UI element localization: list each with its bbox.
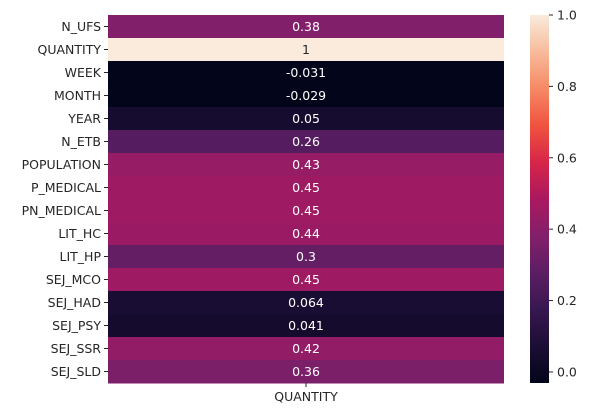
heatmap-cell — [108, 61, 504, 85]
cell-value-label: 0.36 — [292, 364, 320, 379]
cell-value-label: -0.029 — [286, 88, 326, 103]
heatmap-cell — [108, 199, 504, 223]
row-label: SEJ_PSY — [52, 318, 101, 333]
cell-value-label: 0.064 — [288, 295, 324, 310]
cell-value-label: -0.031 — [286, 65, 326, 80]
colorbar: 0.0 0.2 0.4 0.6 0.8 1.0 — [530, 8, 577, 383]
heatmap-cell — [108, 153, 504, 177]
heatmap-cell — [108, 15, 504, 39]
row-label: SEJ_SSR — [51, 341, 102, 356]
colorbar-tick-label: 0.8 — [557, 79, 577, 94]
cell-value-label: 0.45 — [292, 203, 320, 218]
row-label: LIT_HC — [58, 226, 101, 241]
cell-value-label: 0.041 — [288, 318, 324, 333]
row-label: SEJ_MCO — [46, 272, 101, 287]
heatmap-cell — [108, 84, 504, 108]
row-label: QUANTITY — [38, 42, 102, 57]
row-label: N_ETB — [61, 134, 101, 149]
row-label: SEJ_SLD — [51, 364, 101, 379]
heatmap-cell — [108, 268, 504, 292]
row-label: WEEK — [65, 65, 102, 80]
row-label: PN_MEDICAL — [22, 203, 101, 218]
heatmap-cell — [108, 176, 504, 200]
cell-value-label: 0.42 — [292, 341, 320, 356]
colorbar-tick-label: 0.4 — [557, 222, 577, 237]
colorbar-tick-label: 0.0 — [557, 364, 577, 379]
column-label: QUANTITY — [274, 389, 338, 404]
cell-value-label: 0.26 — [292, 134, 320, 149]
cell-value-label: 0.38 — [292, 19, 320, 34]
column-labels: QUANTITY — [274, 383, 338, 404]
row-label: P_MEDICAL — [31, 180, 101, 195]
heatmap-cell — [108, 291, 504, 315]
heatmap-cell — [108, 222, 504, 246]
heatmap-cell — [108, 38, 504, 62]
row-label: LIT_HP — [60, 249, 102, 264]
cell-value-label: 1 — [302, 42, 310, 57]
heatmap-cell — [108, 314, 504, 338]
cell-value-label: 0.3 — [296, 249, 316, 264]
heatmap-cell — [108, 107, 504, 131]
colorbar-tick-label: 1.0 — [557, 8, 577, 23]
row-label: MONTH — [54, 88, 101, 103]
heatmap-cell — [108, 130, 504, 154]
colorbar-tick-label: 0.6 — [557, 150, 577, 165]
colorbar-gradient — [530, 15, 549, 383]
heatmap-cell — [108, 360, 504, 384]
cell-value-label: 0.43 — [292, 157, 320, 172]
heatmap-cell — [108, 245, 504, 269]
cell-value-label: 0.45 — [292, 180, 320, 195]
cell-value-label: 0.44 — [292, 226, 320, 241]
cell-value-label: 0.05 — [292, 111, 320, 126]
cell-value-label: 0.45 — [292, 272, 320, 287]
row-label: YEAR — [67, 111, 101, 126]
row-label: POPULATION — [22, 157, 101, 172]
heatmap-cells: 0.38 1 -0.031 -0.029 0.05 0.26 0.43 0.45 0.45 0.4… — [108, 15, 504, 384]
row-labels: N_UFS QUANTITY WEEK MONTH YEAR N_ETB POPULATIO… — [22, 19, 108, 379]
row-label: SEJ_HAD — [48, 295, 101, 310]
heatmap-cell — [108, 337, 504, 361]
row-label: N_UFS — [61, 19, 101, 34]
colorbar-tick-label: 0.2 — [557, 293, 577, 308]
